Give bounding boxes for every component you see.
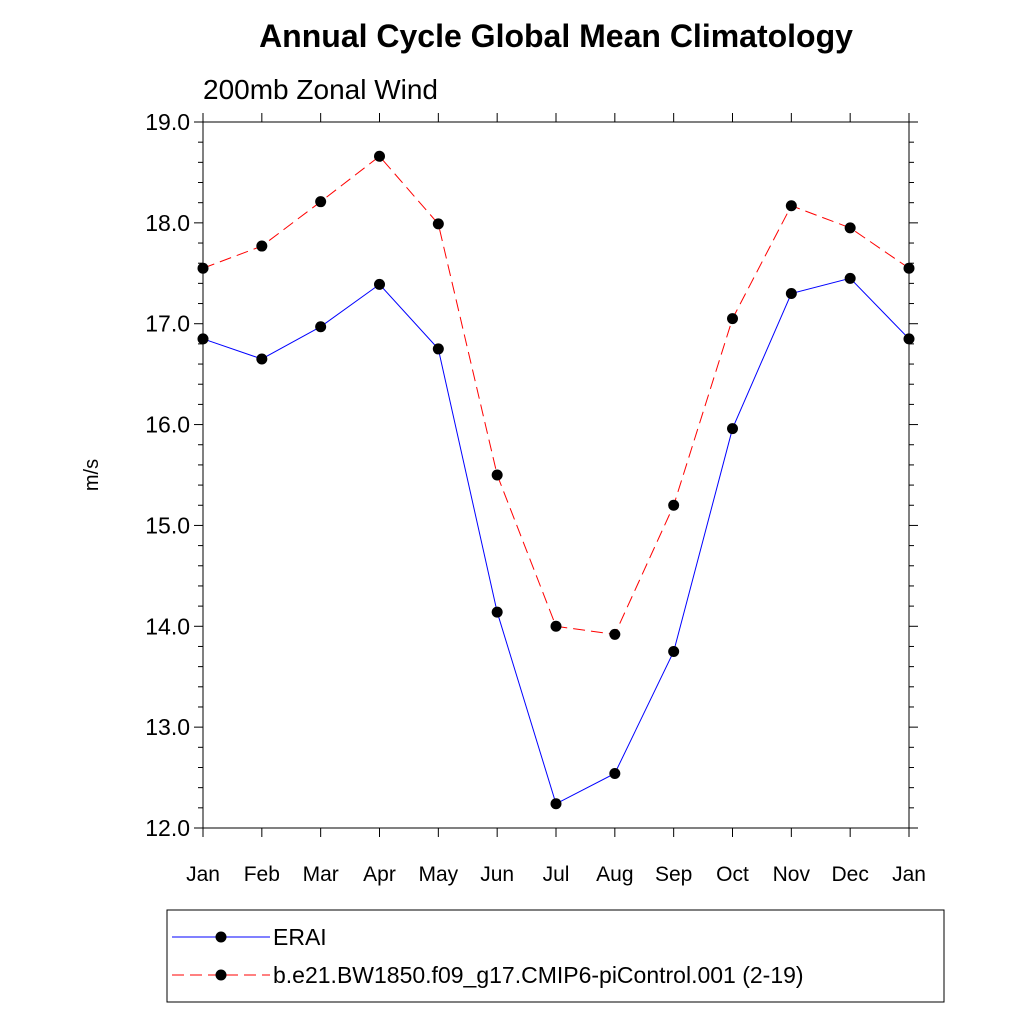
chart-subtitle: 200mb Zonal Wind <box>203 74 438 105</box>
data-point <box>727 423 738 435</box>
x-tick-label: Jan <box>186 863 220 886</box>
plot-frame: 12.0 13.0 14.0 15.0 16.0 17.0 18.0 19.0 Jan Feb Ma… <box>145 109 926 886</box>
x-tick-label: Apr <box>363 863 396 886</box>
legend-marker <box>215 931 227 943</box>
x-tick-label: Nov <box>773 863 811 886</box>
legend-label: ERAI <box>273 924 327 950</box>
data-point <box>432 343 444 355</box>
legend-box <box>166 909 945 1003</box>
data-point <box>844 272 856 284</box>
data-point <box>374 278 385 290</box>
y-tick-label: 16.0 <box>145 412 190 438</box>
x-tick-label: Jul <box>543 863 570 886</box>
data-point <box>491 469 503 481</box>
plot-border <box>202 121 910 829</box>
data-point <box>903 333 915 345</box>
data-point <box>315 196 327 208</box>
data-point <box>609 628 621 640</box>
data-point <box>785 287 797 299</box>
data-point <box>727 313 738 325</box>
data-point <box>785 200 797 212</box>
x-tick-label: Dec <box>831 863 868 886</box>
x-tick-label: Feb <box>244 863 280 886</box>
x-tick-label: Mar <box>303 863 339 886</box>
y-axis-ticks <box>194 121 918 829</box>
y-tick-label: 17.0 <box>145 311 190 337</box>
series-line <box>202 155 910 635</box>
legend-label: b.e21.BW1850.f09_g17.CMIP6-piControl.001… <box>273 962 804 988</box>
series-1 <box>197 272 915 810</box>
data-point <box>668 646 680 657</box>
data-point <box>550 798 562 810</box>
x-tick-label: Sep <box>655 863 692 886</box>
data-point <box>197 333 209 345</box>
data-point <box>432 218 444 230</box>
series-line <box>202 277 910 805</box>
y-tick-label: 14.0 <box>145 613 190 639</box>
data-point <box>197 262 209 274</box>
y-tick-label: 12.0 <box>145 815 190 841</box>
x-tick-label: Jun <box>480 863 514 886</box>
data-point <box>315 321 327 333</box>
data-point <box>256 240 268 252</box>
y-tick-label: 19.0 <box>145 109 190 135</box>
x-axis-ticks <box>202 113 910 837</box>
data-point <box>550 620 562 632</box>
series-group <box>197 150 915 810</box>
y-tick-label: 18.0 <box>145 210 190 236</box>
x-tick-label: Aug <box>596 863 633 886</box>
x-tick-label: Oct <box>716 863 749 886</box>
y-axis-label: m/s <box>81 459 103 491</box>
series-2 <box>197 150 915 640</box>
data-point <box>844 222 856 234</box>
data-point <box>903 262 915 274</box>
x-tick-label: Jan <box>892 863 926 886</box>
data-point <box>609 768 621 780</box>
data-point <box>491 606 503 618</box>
y-tick-label: 13.0 <box>145 714 190 740</box>
chart-title: Annual Cycle Global Mean Climatology <box>259 18 853 54</box>
legend: ERAI b.e21.BW1850.f09_g17.CMIP6-piControl… <box>166 909 945 1003</box>
data-point <box>256 353 268 365</box>
x-tick-label: May <box>418 863 458 886</box>
y-tick-label: 15.0 <box>145 512 190 538</box>
data-point <box>374 150 385 162</box>
data-point <box>668 499 680 511</box>
legend-marker <box>215 969 227 981</box>
